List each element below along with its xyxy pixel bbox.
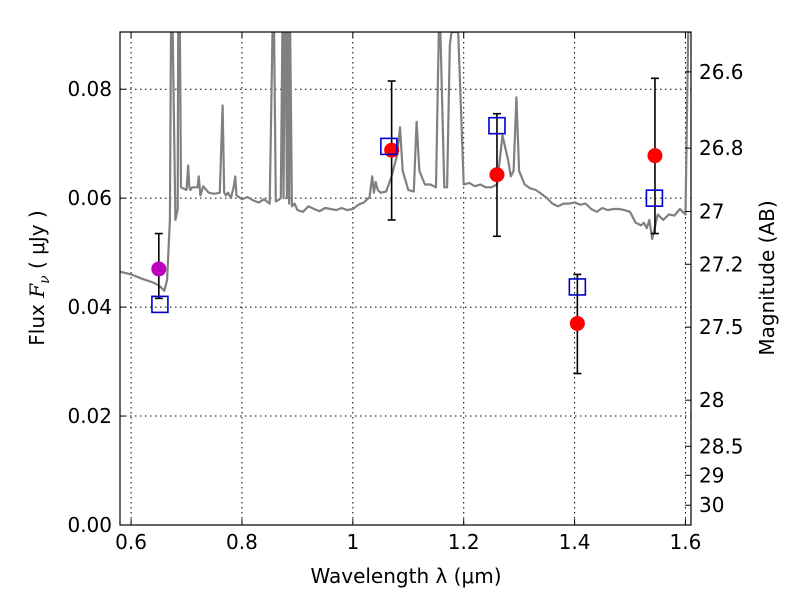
magnitude-tick-label: 30	[699, 493, 724, 517]
x-tick-label: 1	[346, 530, 359, 554]
x-tick-label: 0.6	[115, 530, 147, 554]
magnitude-tick-label: 27	[699, 200, 724, 224]
y-tick-label: 0.00	[67, 513, 112, 537]
magnitude-tick-label: 26.6	[699, 60, 744, 84]
x-tick-label: 1.4	[559, 530, 591, 554]
magnitude-tick-label: 28	[699, 388, 724, 412]
model-band-square	[151, 295, 169, 314]
x-axis-ticks: 0.6 0.8 1 1.2 1.4 1.6	[115, 32, 701, 554]
magnitude-tick-label: 27.2	[699, 252, 744, 276]
y-tick-label: 0.02	[67, 404, 112, 428]
x-axis-label: Wavelength λ (μm)	[310, 564, 501, 588]
model-band-square	[380, 137, 398, 156]
y-tick-label: 0.06	[67, 186, 112, 210]
x-tick-label: 1.2	[448, 530, 480, 554]
observed-point	[569, 315, 585, 331]
plot-frame	[119, 31, 692, 526]
model-band-square	[488, 116, 506, 135]
magnitude-axis-label: Magnitude (AB)	[755, 200, 779, 355]
x-tick-label: 1.6	[670, 530, 702, 554]
magnitude-tick-label: 29	[699, 463, 724, 487]
model-band-square	[645, 189, 664, 207]
observed-point	[151, 261, 167, 277]
magnitude-axis-ticks: 26.6 26.8 27 27.2 27.5 28 28.5 29 30	[685, 60, 744, 517]
y-tick-label: 0.08	[67, 77, 112, 101]
magnitude-tick-label: 27.5	[699, 315, 744, 339]
model-spectrum-line	[120, 32, 691, 292]
model-band-layer	[151, 116, 664, 314]
observed-point	[647, 148, 663, 164]
x-tick-label: 0.8	[226, 530, 258, 554]
model-spectrum-layer	[120, 32, 691, 292]
magnitude-tick-label: 28.5	[699, 434, 744, 458]
y-axis-ticks: 0.00 0.02 0.04 0.06 0.08	[67, 77, 126, 537]
plot-background	[120, 32, 691, 525]
y-axis-label: Flux Fν ( μJy )	[25, 210, 53, 345]
observed-point	[489, 167, 505, 183]
magnitude-tick-label: 26.8	[699, 136, 744, 160]
y-tick-label: 0.04	[67, 295, 112, 319]
model-band-square	[568, 278, 587, 296]
